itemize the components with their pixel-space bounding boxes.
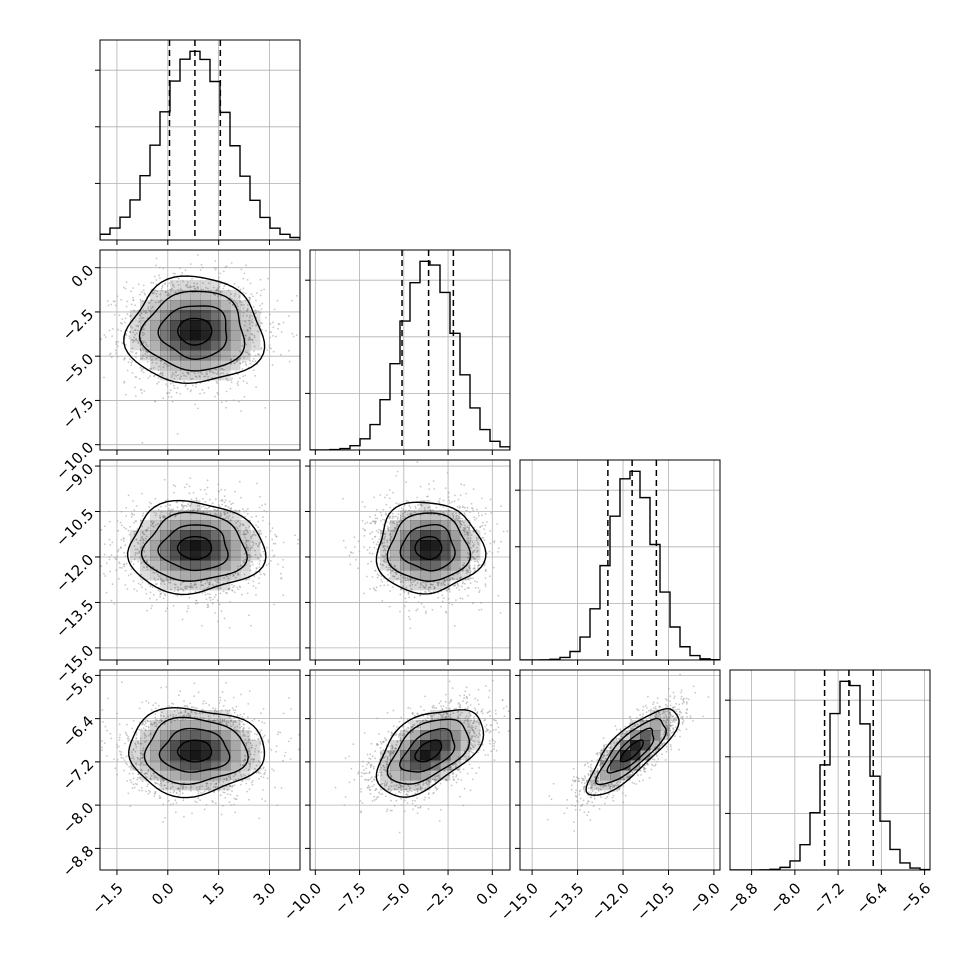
panel-frame: [99, 249, 301, 451]
contour-level-1: [399, 524, 456, 572]
contour-level-1: [399, 727, 456, 773]
gridlines: [520, 460, 720, 660]
contour-level-1: [157, 305, 228, 361]
contour-level-0: [619, 739, 644, 763]
y-tick-label: −5.0: [59, 350, 97, 388]
x-tick-label: 1.5: [199, 879, 229, 909]
x-tick-label: −5.6: [896, 879, 934, 917]
contour-level-3: [127, 499, 267, 596]
x-tick-label: −10.5: [633, 879, 678, 924]
y-tick-label: −12.0: [52, 551, 97, 596]
contour-level-3: [375, 501, 487, 595]
y-tick-label: 0.0: [68, 261, 98, 291]
histogram-step: [310, 260, 510, 450]
x-tick-label: 0.0: [148, 879, 178, 909]
panel-frame: [99, 669, 301, 871]
panel-frame: [309, 249, 511, 451]
y-tick-label: −2.5: [59, 306, 97, 344]
contour-level-0: [414, 536, 443, 561]
panel-frame: [99, 459, 301, 661]
x-tick-label: −5.0: [375, 879, 413, 917]
y-tick-label: −7.5: [59, 394, 97, 432]
panel-frame: [729, 669, 931, 871]
contour-level-2: [140, 511, 248, 582]
y-tick-label: −8.0: [59, 799, 97, 837]
panel-frame: [309, 459, 511, 661]
panel-0-0: [95, 39, 301, 245]
panel-frame: [519, 669, 721, 871]
contour-level-3: [128, 706, 266, 799]
panel-3-3: −8.8 −8.0 −7.2 −6.4 −5.6: [723, 669, 934, 918]
x-tick-label: −15.0: [497, 879, 542, 924]
y-tick-label: −6.4: [59, 712, 97, 750]
contour-level-2: [386, 718, 471, 785]
contour-level-2: [143, 716, 249, 786]
x-tick-label: −7.5: [331, 879, 369, 917]
panel-frame: [99, 39, 301, 241]
x-tick-label: −12.0: [588, 879, 633, 924]
x-tick-label: 0.0: [473, 879, 503, 909]
x-tick-label: −2.5: [419, 879, 457, 917]
x-tick-label: −8.8: [723, 879, 761, 917]
contour-level-3: [123, 275, 266, 385]
x-tick-label: −10.0: [280, 879, 325, 924]
contour-level-0: [414, 739, 443, 763]
density-grid: [130, 500, 261, 591]
x-tick-label: −6.4: [853, 879, 891, 917]
gridlines: [100, 250, 300, 450]
x-tick-label: −9.0: [685, 879, 723, 917]
contour-level-2: [138, 290, 246, 372]
gridlines: [310, 250, 510, 450]
panel-2-0: −15.0−13.5−12.0−10.5−9.0: [52, 459, 301, 687]
contour-level-0: [176, 739, 213, 763]
x-tick-label: −7.2: [810, 879, 848, 917]
sample-points: [100, 477, 300, 629]
contour-level-2: [594, 718, 667, 786]
y-tick-label: −13.5: [52, 596, 97, 641]
gridlines: [730, 670, 930, 870]
histogram-step: [730, 680, 930, 870]
panel-3-0: −8.8−8.0−7.2−6.4−5.6−1.5 0.0 1.5 3.0: [59, 669, 301, 918]
panel-2-1: [305, 459, 511, 665]
x-tick-label: −1.5: [88, 879, 126, 917]
contour-level-3: [585, 707, 680, 796]
sample-points: [546, 673, 710, 832]
panel-frame: [519, 459, 721, 661]
panel-1-1: [305, 249, 511, 455]
contour-level-0: [176, 536, 213, 561]
histogram-step: [100, 50, 300, 240]
panel-3-2: −15.0 −13.5 −12.0 −10.5 −9.0: [497, 669, 724, 924]
x-tick-label: −13.5: [542, 879, 587, 924]
panel-2-2: [515, 459, 721, 665]
contour-level-1: [158, 727, 231, 773]
gridlines: [310, 460, 510, 660]
y-tick-label: −7.2: [59, 756, 97, 794]
x-tick-label: −8.0: [766, 879, 804, 917]
contour-level-1: [157, 524, 229, 572]
contour-level-1: [606, 727, 655, 774]
contour-level-2: [386, 512, 472, 583]
panel-1-0: −10.0−7.5−5.0−2.50.0: [52, 249, 301, 484]
histogram-step: [520, 470, 720, 660]
gridlines: [100, 40, 300, 240]
y-tick-label: −8.8: [59, 842, 97, 880]
contour-level-3: [375, 709, 485, 798]
panel-frame: [309, 669, 511, 871]
density-grid: [380, 500, 481, 591]
panel-3-1: −10.0 −7.5 −5.0 −2.5 0.0: [280, 669, 511, 924]
y-tick-label: −10.5: [52, 505, 97, 550]
contour-level-0: [177, 317, 213, 346]
x-tick-label: 3.0: [250, 879, 280, 909]
